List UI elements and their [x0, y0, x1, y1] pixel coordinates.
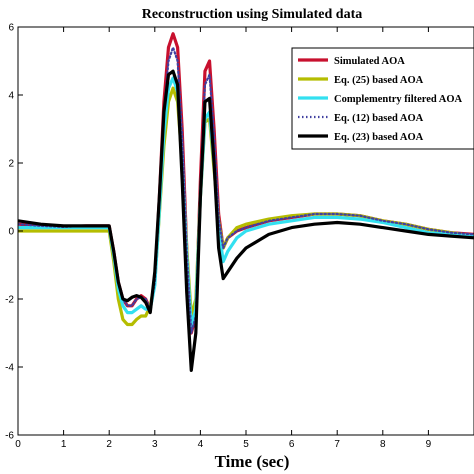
x-tick-label: 3 [152, 439, 158, 450]
legend-label-3: Complementry filtered AOA [334, 94, 463, 105]
y-tick-label: -6 [5, 431, 14, 442]
legend-label-4: Eq. (12) based AOA [334, 113, 424, 124]
x-tick-label: 7 [334, 439, 340, 450]
x-tick-label: 1 [61, 439, 67, 450]
x-tick-label: 9 [426, 439, 432, 450]
x-tick-label: 0 [15, 439, 21, 450]
legend-label-2: Eq. (25) based AOA [334, 75, 424, 86]
series-line-5 [18, 69, 474, 372]
legend: Simulated AOA Eq. (25) based AOA Complemen… [291, 47, 474, 150]
x-tick-label: 2 [106, 439, 112, 450]
x-tick-label: 8 [380, 439, 386, 450]
x-tick-label: 6 [289, 439, 295, 450]
y-tick-label: 6 [8, 23, 14, 34]
y-tick-label: -4 [5, 363, 14, 374]
y-tick-label: 2 [8, 159, 14, 170]
legend-label-5: Eq. (23) based AOA [334, 132, 424, 143]
x-tick-label: 4 [198, 439, 204, 450]
chart-title: Reconstruction using Simulated data [142, 7, 363, 22]
x-axis-label: Time (sec) [215, 452, 290, 471]
y-tick-label: -2 [5, 295, 14, 306]
y-tick-label: 0 [8, 227, 14, 238]
axes: 0 1 2 3 4 5 6 7 8 9 -6 -4 -2 0 2 4 6 [5, 23, 474, 450]
legend-label-1: Simulated AOA [334, 56, 405, 67]
y-tick-label: 4 [8, 91, 14, 102]
x-tick-label: 5 [243, 439, 249, 450]
plot-area [18, 32, 474, 372]
